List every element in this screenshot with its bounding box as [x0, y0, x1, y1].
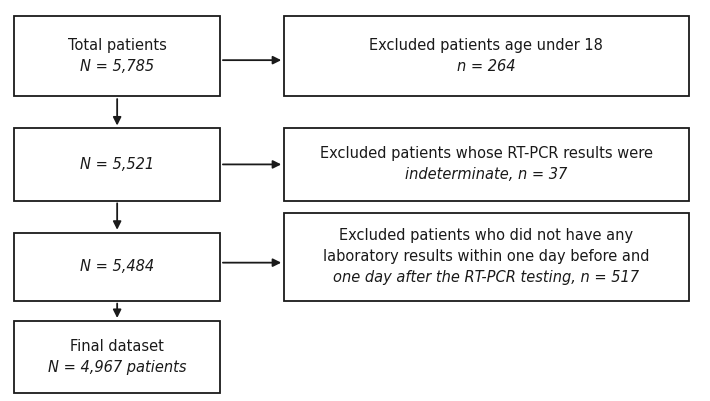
FancyBboxPatch shape	[14, 233, 220, 301]
Text: Total patients: Total patients	[67, 38, 167, 53]
FancyBboxPatch shape	[284, 128, 689, 200]
Text: N = 5,521: N = 5,521	[80, 157, 154, 172]
Text: N = 4,967 patients: N = 4,967 patients	[48, 360, 187, 375]
Text: n = 264: n = 264	[457, 59, 515, 74]
FancyBboxPatch shape	[14, 16, 220, 96]
FancyBboxPatch shape	[14, 321, 220, 393]
FancyBboxPatch shape	[284, 213, 689, 301]
FancyBboxPatch shape	[14, 128, 220, 200]
Text: laboratory results within one day before and: laboratory results within one day before…	[323, 249, 650, 264]
Text: one day after the RT-PCR testing, n = 517: one day after the RT-PCR testing, n = 51…	[334, 270, 639, 285]
FancyBboxPatch shape	[284, 16, 689, 96]
Text: N = 5,785: N = 5,785	[80, 59, 154, 74]
Text: N = 5,484: N = 5,484	[80, 259, 154, 274]
Text: indeterminate, n = 37: indeterminate, n = 37	[405, 167, 567, 182]
Text: Excluded patients age under 18: Excluded patients age under 18	[369, 38, 604, 53]
Text: Final dataset: Final dataset	[70, 339, 164, 354]
Text: Excluded patients whose RT-PCR results were: Excluded patients whose RT-PCR results w…	[320, 146, 653, 162]
Text: Excluded patients who did not have any: Excluded patients who did not have any	[339, 228, 633, 243]
